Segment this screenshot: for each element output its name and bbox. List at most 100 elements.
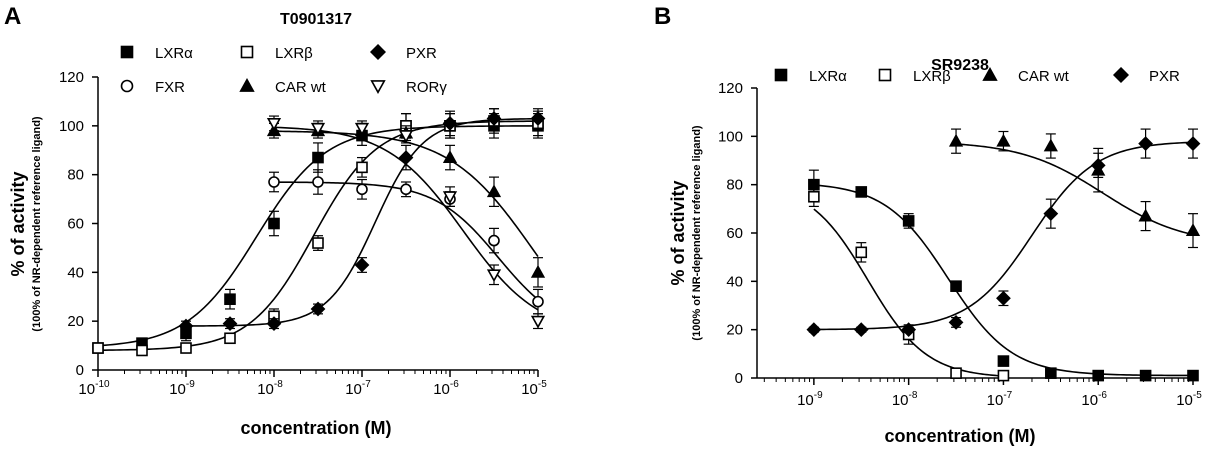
x-tick-label: 10-8 bbox=[892, 390, 918, 409]
y-tick-label: 0 bbox=[76, 362, 84, 379]
data-point bbox=[1138, 208, 1153, 222]
data-point bbox=[1187, 369, 1199, 382]
data-point bbox=[997, 355, 1010, 367]
data-point bbox=[1043, 138, 1058, 152]
legend-marker bbox=[774, 68, 788, 82]
data-point bbox=[950, 367, 962, 379]
legend-marker bbox=[240, 45, 254, 59]
x-tick-label: 10-5 bbox=[1176, 390, 1202, 409]
y-tick-label: 80 bbox=[67, 167, 84, 184]
fit-curve-3 bbox=[813, 141, 1194, 331]
panel-letter: A bbox=[4, 3, 21, 30]
fit-curve-2 bbox=[185, 117, 539, 327]
data-point bbox=[180, 342, 192, 354]
y-tick-label: 20 bbox=[726, 322, 743, 339]
legend-label: PXR bbox=[406, 45, 437, 62]
legend-label: LXRβ bbox=[913, 68, 951, 85]
legend: LXRα LXRβ PXR FXR CAR wt RORγ bbox=[120, 43, 447, 96]
series-pxr bbox=[178, 108, 546, 334]
series-lxrβ bbox=[808, 186, 1010, 382]
data-point bbox=[356, 161, 368, 174]
data-point bbox=[266, 316, 282, 331]
legend-label: PXR bbox=[1149, 68, 1180, 85]
data-point bbox=[996, 290, 1011, 306]
data-point bbox=[950, 280, 962, 292]
x-axis-label: concentration (M) bbox=[241, 418, 392, 438]
fit-curve-1 bbox=[813, 208, 1004, 377]
legend: LXRα LXRβ CAR wt PXR bbox=[774, 66, 1180, 85]
legend-marker bbox=[982, 67, 998, 81]
data-point bbox=[312, 176, 324, 188]
data-point bbox=[853, 322, 869, 338]
legend-label: RORγ bbox=[406, 79, 447, 96]
y-tick-label: 60 bbox=[67, 216, 84, 233]
data-point bbox=[354, 257, 370, 273]
x-tick-label: 10-10 bbox=[78, 379, 110, 398]
data-point bbox=[222, 316, 238, 331]
y-tick-label: 100 bbox=[718, 128, 743, 145]
data-point bbox=[530, 315, 546, 329]
y-tick-label: 120 bbox=[59, 69, 84, 86]
y-tick-label: 40 bbox=[726, 273, 743, 290]
fit-curve-2 bbox=[955, 143, 1194, 236]
x-tick-label: 10-9 bbox=[169, 379, 195, 398]
data-point bbox=[806, 322, 822, 338]
data-point bbox=[442, 191, 458, 205]
data-point bbox=[354, 122, 370, 136]
panel-letter: B bbox=[654, 3, 671, 30]
data-point bbox=[442, 150, 458, 163]
data-point bbox=[442, 116, 458, 131]
data-point bbox=[1045, 367, 1057, 379]
y-tick-label: 120 bbox=[718, 80, 743, 97]
legend-marker bbox=[239, 78, 255, 92]
x-tick-label: 10-8 bbox=[257, 379, 283, 398]
y-tick-label: 80 bbox=[726, 177, 743, 194]
legend-marker bbox=[1112, 66, 1130, 84]
data-point bbox=[1138, 136, 1153, 151]
data-point bbox=[136, 344, 148, 357]
data-point bbox=[808, 190, 820, 203]
data-point bbox=[1090, 157, 1106, 173]
data-point bbox=[310, 122, 326, 136]
x-tick-label: 10-7 bbox=[987, 390, 1013, 409]
data-point bbox=[902, 215, 915, 227]
y-axis-sublabel: (100% of NR-dependent reference ligand) bbox=[691, 125, 703, 340]
data-point bbox=[178, 318, 194, 334]
data-point bbox=[948, 133, 964, 147]
x-tick-label: 10-6 bbox=[1081, 390, 1107, 409]
data-point bbox=[996, 133, 1011, 147]
data-point bbox=[532, 295, 544, 308]
data-point bbox=[1092, 369, 1105, 382]
data-point bbox=[997, 369, 1010, 382]
data-point bbox=[266, 117, 282, 131]
chart-title: T0901317 bbox=[280, 11, 352, 28]
legend-marker bbox=[120, 79, 134, 93]
legend-label: CAR wt bbox=[1018, 68, 1070, 85]
series-fxr bbox=[268, 169, 544, 315]
y-tick-label: 20 bbox=[67, 313, 84, 330]
data-point bbox=[855, 186, 868, 198]
data-point bbox=[901, 322, 917, 338]
legend-label: CAR wt bbox=[275, 79, 327, 96]
data-point bbox=[1185, 136, 1201, 151]
x-axis-label: concentration (M) bbox=[885, 426, 1036, 446]
x-tick-label: 10-9 bbox=[797, 390, 823, 409]
legend-label: FXR bbox=[155, 79, 185, 96]
series-lxrα bbox=[92, 113, 544, 354]
series-pxr bbox=[806, 128, 1201, 338]
data-point bbox=[400, 183, 412, 196]
chart-panel-b: B SR9238 0 20 40 60 80 100 120 10-9 10-8 10-7 10-6 10… bbox=[654, 3, 1202, 446]
series-rorγ bbox=[266, 115, 546, 330]
data-point bbox=[486, 111, 502, 126]
x-tick-label: 10-7 bbox=[345, 379, 371, 398]
data-point bbox=[530, 111, 546, 126]
data-point bbox=[312, 151, 324, 164]
data-point bbox=[398, 130, 414, 143]
data-point bbox=[356, 183, 368, 196]
data-point bbox=[268, 217, 280, 230]
y-axis-label: % of activity bbox=[668, 180, 688, 285]
legend-label: LXRα bbox=[155, 45, 193, 62]
data-point bbox=[486, 269, 502, 283]
data-point bbox=[1043, 206, 1059, 222]
